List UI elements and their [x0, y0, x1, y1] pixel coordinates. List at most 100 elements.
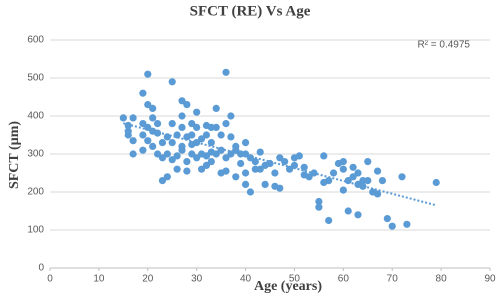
point — [227, 112, 235, 120]
point — [153, 120, 162, 128]
point — [222, 120, 230, 128]
chart-title: SFCT (RE) Vs Age — [190, 3, 311, 19]
point — [144, 123, 152, 131]
point — [188, 150, 196, 158]
point — [163, 173, 171, 181]
point — [129, 150, 137, 158]
point — [295, 152, 303, 160]
point — [373, 190, 382, 198]
point — [315, 203, 323, 211]
point — [398, 173, 406, 181]
point — [364, 158, 372, 166]
point — [256, 165, 264, 173]
x-tick-label: 90 — [484, 274, 496, 285]
point — [256, 148, 264, 156]
point — [359, 182, 367, 190]
point — [217, 131, 225, 139]
point — [183, 101, 191, 109]
point — [124, 131, 132, 139]
x-tick-label: 80 — [436, 274, 448, 285]
point — [202, 161, 211, 169]
y-tick-label: 100 — [27, 225, 44, 236]
point — [315, 197, 323, 206]
point — [403, 220, 411, 228]
point — [144, 137, 152, 145]
point — [217, 146, 225, 154]
x-tick-label: 40 — [240, 274, 252, 285]
point — [276, 154, 284, 162]
y-tick-label: 600 — [27, 35, 44, 46]
y-tick-label: 500 — [27, 73, 44, 84]
point — [168, 139, 176, 147]
point — [290, 161, 299, 169]
point — [193, 154, 201, 162]
point — [432, 178, 440, 187]
point — [129, 114, 137, 122]
point — [183, 158, 191, 166]
point — [305, 173, 313, 181]
point — [320, 152, 328, 160]
y-tick-label: 300 — [27, 149, 44, 160]
point — [354, 169, 362, 177]
point — [232, 173, 240, 181]
point — [202, 131, 211, 139]
point — [349, 163, 357, 171]
point — [354, 211, 362, 219]
point — [300, 163, 308, 171]
point — [222, 68, 230, 76]
point — [276, 184, 284, 192]
point — [207, 158, 215, 166]
point — [193, 108, 201, 116]
x-tick-label: 30 — [191, 274, 203, 285]
point — [139, 131, 147, 139]
point — [232, 146, 240, 154]
point — [119, 114, 127, 122]
point — [388, 222, 396, 230]
point — [197, 165, 206, 173]
point — [144, 101, 152, 109]
point — [188, 120, 196, 128]
point — [178, 112, 186, 120]
point — [129, 137, 137, 145]
point — [329, 169, 338, 177]
point — [168, 156, 176, 164]
point — [246, 188, 255, 196]
point — [178, 97, 186, 105]
point — [373, 167, 382, 175]
y-tick-label: 0 — [38, 263, 44, 274]
point — [325, 177, 333, 185]
point — [212, 104, 220, 112]
y-tick-label: 400 — [27, 111, 44, 122]
point — [193, 123, 201, 131]
x-axis-title: Age (years) — [254, 279, 322, 294]
point — [163, 150, 171, 158]
point — [241, 180, 250, 188]
point — [173, 152, 181, 160]
point — [178, 146, 186, 154]
point — [339, 186, 347, 194]
point — [197, 135, 206, 143]
point — [173, 165, 181, 173]
point — [222, 154, 230, 162]
point — [144, 70, 152, 78]
point — [344, 177, 352, 185]
y-tick-label: 200 — [27, 187, 44, 198]
point — [383, 215, 391, 223]
point — [339, 165, 347, 173]
point — [158, 177, 167, 185]
point — [168, 120, 176, 128]
x-tick-label: 10 — [93, 274, 105, 285]
x-tick-label: 20 — [142, 274, 154, 285]
point — [193, 139, 201, 147]
x-tick-label: 60 — [338, 274, 350, 285]
trendline — [123, 122, 437, 207]
point — [183, 167, 191, 175]
point — [378, 177, 387, 185]
point — [237, 159, 245, 168]
point — [207, 139, 215, 147]
point — [168, 78, 176, 86]
point — [202, 152, 211, 160]
point — [153, 150, 162, 158]
point — [241, 139, 250, 147]
